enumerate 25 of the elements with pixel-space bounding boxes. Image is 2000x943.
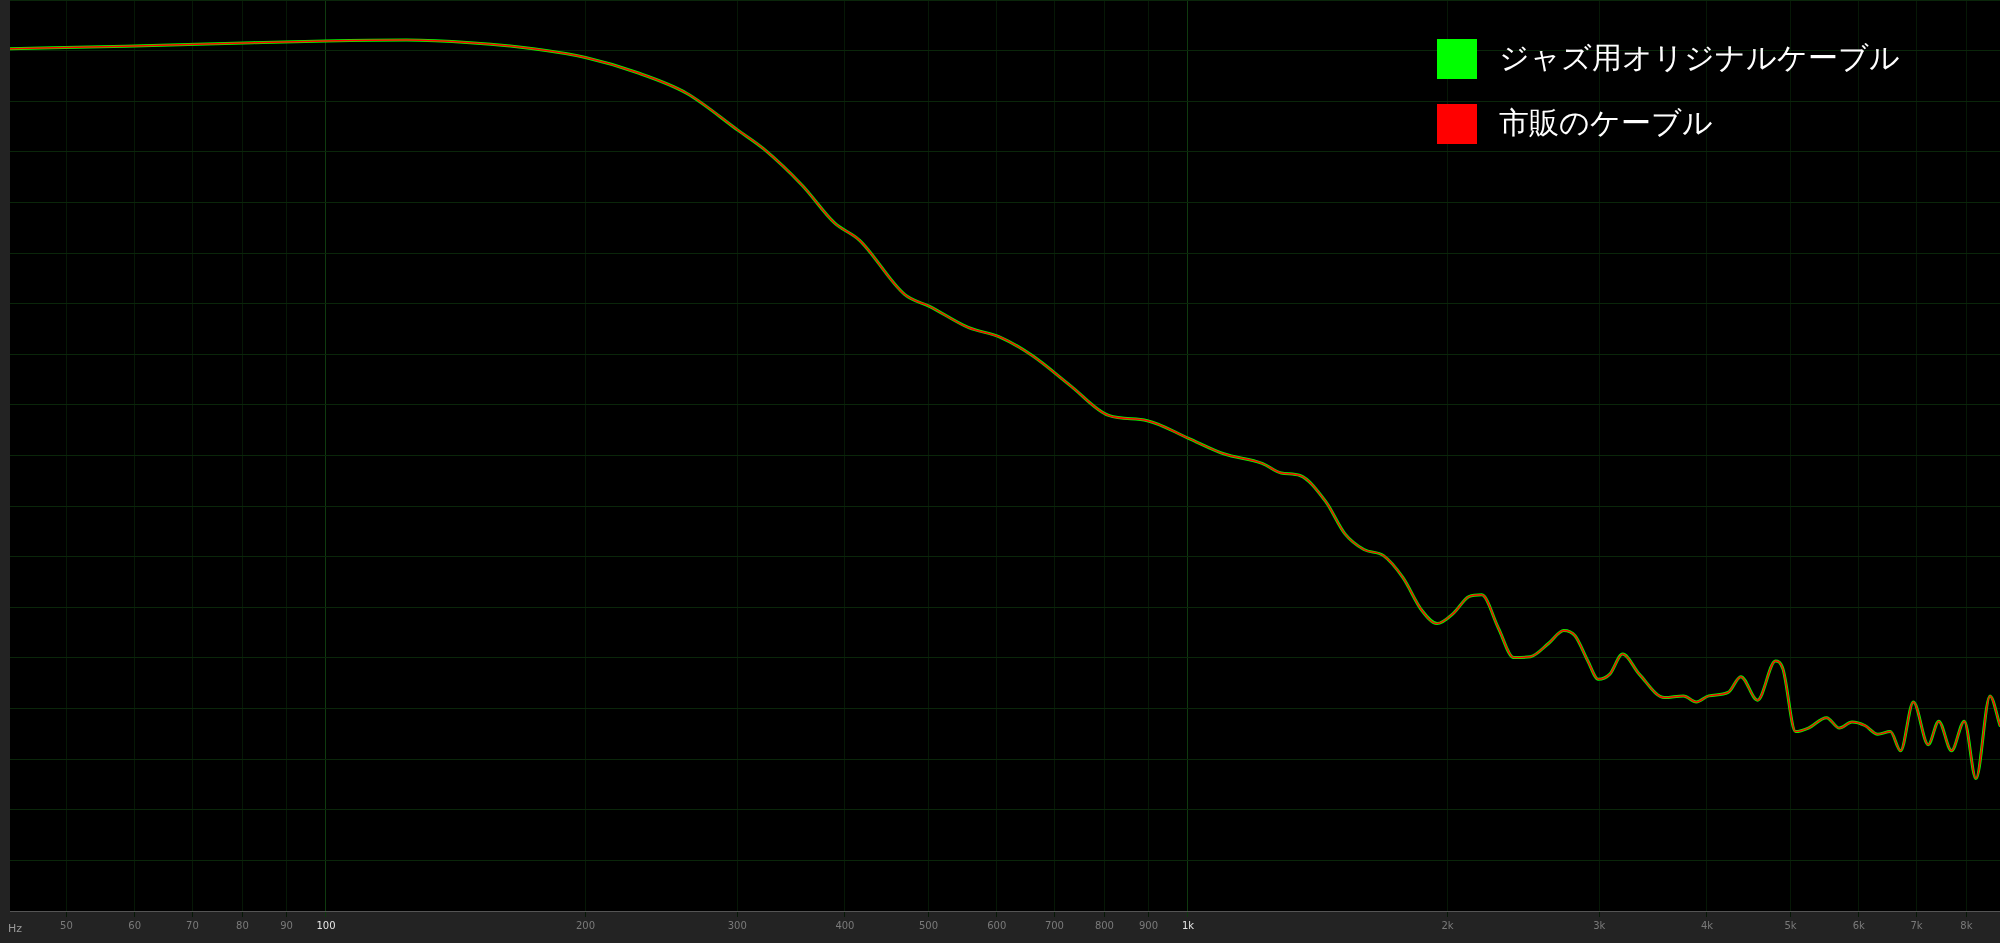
- x-tick-label: 800: [1094, 919, 1114, 931]
- x-tick-label: 400: [835, 919, 855, 931]
- x-tick-label: 4k: [1700, 919, 1714, 931]
- x-tick-label: 7k: [1910, 919, 1923, 931]
- x-tick-label: 1k: [1181, 919, 1195, 931]
- x-tick-label: 300: [727, 919, 747, 931]
- x-tick-label: 700: [1044, 919, 1064, 931]
- x-tick-label: 2k: [1441, 919, 1454, 931]
- x-tick-label: 80: [236, 919, 249, 931]
- x-tick-label: 60: [128, 919, 142, 931]
- x-tick-label: 600: [987, 919, 1007, 931]
- x-tick-label: 6k: [1852, 919, 1866, 931]
- x-tick-label: 900: [1138, 919, 1159, 931]
- x-tick-label: 70: [186, 919, 199, 931]
- x-tick-label: 3k: [1593, 919, 1606, 931]
- x-tick-label: 50: [60, 919, 73, 931]
- x-tick-label: 500: [918, 919, 939, 931]
- x-tick-label: 100: [316, 919, 336, 931]
- x-tick-label: 8k: [1960, 919, 1973, 931]
- legend-label: ジャズ用オリジナルケーブル: [1499, 39, 1900, 77]
- x-tick-label: 5k: [1784, 919, 1797, 931]
- x-tick-label: 90: [280, 919, 293, 931]
- legend-label: 市販のケーブル: [1499, 104, 1713, 142]
- x-tick-label: 200: [575, 919, 595, 931]
- x-axis-title: Hz: [8, 922, 23, 936]
